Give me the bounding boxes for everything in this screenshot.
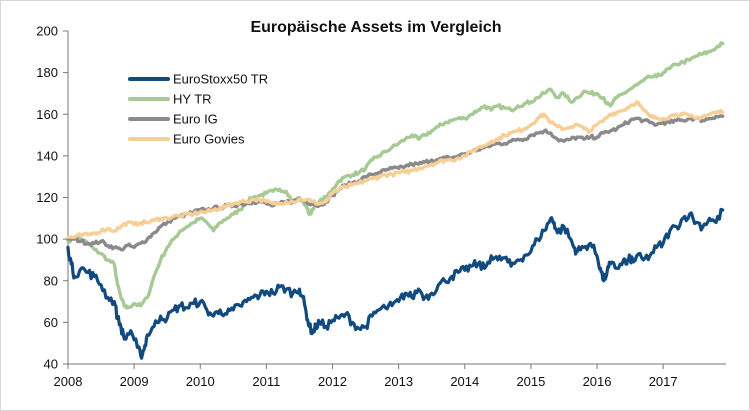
- chart-title: Europäische Assets im Vergleich: [250, 19, 501, 36]
- x-tick-label: 2011: [252, 374, 280, 389]
- x-tick-label: 2017: [649, 374, 678, 389]
- x-tick-label: 2009: [120, 374, 149, 389]
- x-tick-label: 2015: [516, 374, 545, 389]
- x-tick-label: 2013: [384, 374, 413, 389]
- y-tick-label: 80: [44, 273, 58, 288]
- y-tick-label: 100: [36, 232, 58, 247]
- x-tick-label: 2008: [54, 374, 83, 389]
- y-tick-label: 140: [36, 148, 58, 163]
- x-tick-label: 2014: [450, 374, 479, 389]
- axes: 40 60 80 100 120 140 160 180 200 2008 2009 2010 2011…: [36, 24, 726, 389]
- x-tick-label: 2012: [318, 374, 347, 389]
- series-line-hy-tr: [66, 41, 725, 310]
- y-tick-label: 120: [36, 190, 58, 205]
- series-line-eurostoxx50-tr: [66, 207, 725, 360]
- y-tick-label: 200: [36, 24, 58, 39]
- series-line-euro-ig: [66, 114, 725, 252]
- y-tick-label: 60: [44, 315, 58, 330]
- y-tick-label: 40: [44, 357, 58, 372]
- legend-label: Euro Govies: [173, 132, 245, 147]
- legend-label: Euro IG: [173, 112, 218, 127]
- legend-label: EuroStoxx50 TR: [173, 72, 268, 87]
- y-tick-label: 160: [36, 107, 58, 122]
- series-line-euro-govies: [66, 100, 725, 240]
- legend-label: HY TR: [173, 92, 212, 107]
- x-tick-label: 2016: [583, 374, 612, 389]
- legend: EuroStoxx50 TR HY TR Euro IG Euro Govies: [128, 72, 268, 147]
- x-tick-label: 2010: [186, 374, 215, 389]
- y-tick-label: 180: [36, 65, 58, 80]
- plot-lines: [66, 41, 725, 360]
